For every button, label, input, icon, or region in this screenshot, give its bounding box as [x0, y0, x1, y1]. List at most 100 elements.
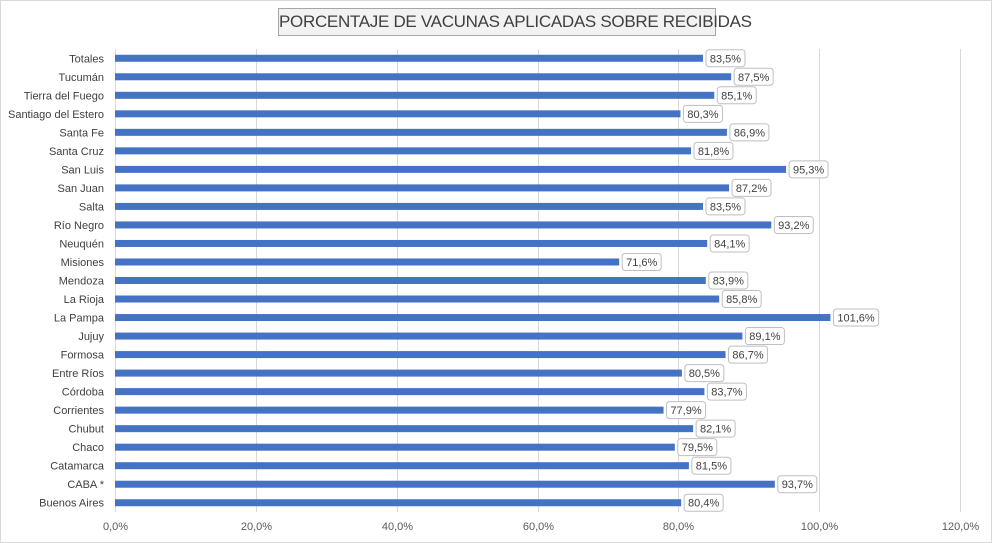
data-label-box	[706, 382, 747, 401]
data-label-box	[709, 234, 750, 253]
data-label: 83,7%	[711, 387, 742, 399]
data-label: 86,9%	[734, 127, 765, 139]
data-label-box	[693, 141, 734, 160]
bar	[115, 314, 831, 322]
data-label: 80,5%	[689, 368, 720, 380]
bar	[115, 443, 675, 451]
data-label: 80,3%	[687, 109, 718, 121]
data-label: 79,5%	[682, 442, 713, 454]
bar	[115, 91, 715, 99]
data-label-box	[773, 215, 814, 234]
bar	[115, 239, 708, 247]
bar	[115, 221, 772, 229]
bar	[115, 480, 775, 488]
data-label-box	[721, 290, 762, 309]
category-label: Chubut	[69, 424, 104, 436]
category-label: Jujuy	[78, 331, 104, 343]
data-label-box	[684, 364, 725, 383]
data-label-box	[716, 86, 757, 105]
category-label: La Rioja	[64, 294, 105, 306]
data-label-box	[777, 475, 818, 494]
data-label-box	[708, 271, 749, 290]
data-label-box	[695, 419, 736, 438]
data-label: 83,5%	[710, 53, 741, 65]
bar	[115, 110, 681, 118]
data-label: 87,2%	[736, 183, 767, 195]
bar	[115, 54, 703, 62]
x-tick-label: 120,0%	[942, 521, 980, 533]
category-label: Salta	[79, 201, 105, 213]
category-label: Córdoba	[62, 387, 105, 399]
category-label: Catamarca	[50, 461, 105, 473]
data-label: 77,9%	[670, 405, 701, 417]
bar	[115, 462, 689, 470]
bar	[115, 295, 720, 303]
data-label: 83,5%	[710, 201, 741, 213]
x-tick-label: 20,0%	[241, 521, 272, 533]
category-label: Buenos Aires	[39, 498, 104, 510]
data-label: 81,5%	[696, 461, 727, 473]
category-label: Misiones	[61, 257, 105, 269]
bar	[115, 351, 726, 359]
data-label: 95,3%	[793, 164, 824, 176]
chart-title: PORCENTAJE DE VACUNAS APLICADAS SOBRE RE…	[278, 8, 752, 36]
category-label: San Juan	[58, 183, 104, 195]
category-label: Neuquén	[59, 238, 104, 250]
data-label-box	[621, 252, 662, 271]
category-label: La Pampa	[54, 313, 105, 325]
data-label: 83,9%	[713, 276, 744, 288]
bar	[115, 184, 730, 192]
category-label: Tierra del Fuego	[24, 90, 104, 102]
data-label: 84,1%	[714, 238, 745, 250]
data-label-box	[705, 49, 746, 68]
category-label: Totales	[69, 53, 104, 65]
data-label-box	[832, 308, 880, 327]
data-label: 85,1%	[721, 90, 752, 102]
data-label-box	[788, 160, 829, 179]
category-label: Río Negro	[54, 220, 104, 232]
data-label-box	[731, 178, 772, 197]
category-label: Corrientes	[53, 405, 104, 417]
category-label: Santa Cruz	[49, 146, 104, 158]
bar	[115, 165, 787, 173]
data-label: 81,8%	[698, 146, 729, 158]
data-label-box	[666, 401, 707, 420]
data-label-box	[729, 123, 770, 142]
data-label: 85,8%	[726, 294, 757, 306]
category-label: Santa Fe	[59, 127, 104, 139]
data-label-box	[683, 493, 724, 512]
data-label-box	[728, 345, 769, 364]
x-tick-label: 80,0%	[663, 521, 694, 533]
bar	[115, 332, 743, 340]
data-label: 87,5%	[738, 72, 769, 84]
x-tick-label: 40,0%	[382, 521, 413, 533]
category-label: Entre Ríos	[52, 368, 104, 380]
data-label: 101,6%	[837, 313, 875, 325]
bar	[115, 128, 727, 136]
category-label: CABA *	[67, 479, 104, 491]
bar	[115, 406, 664, 414]
bar	[115, 369, 682, 377]
data-label-box	[744, 327, 785, 346]
bar	[115, 499, 682, 507]
category-label: Formosa	[61, 350, 105, 362]
data-label: 89,1%	[749, 331, 780, 343]
data-label: 80,4%	[688, 498, 719, 510]
data-label-box	[733, 67, 774, 86]
bar	[115, 202, 703, 210]
category-label: Tucumán	[59, 72, 104, 84]
bar	[115, 258, 620, 266]
bar	[115, 147, 692, 155]
x-tick-label: 60,0%	[523, 521, 554, 533]
data-label-box	[691, 456, 732, 475]
category-label: San Luis	[61, 164, 104, 176]
data-label: 93,7%	[782, 479, 813, 491]
category-label: Chaco	[72, 442, 104, 454]
data-label: 93,2%	[778, 220, 809, 232]
data-label-box	[682, 104, 723, 123]
x-tick-label: 100,0%	[801, 521, 839, 533]
data-label: 71,6%	[626, 257, 657, 269]
data-label-box	[705, 197, 746, 216]
